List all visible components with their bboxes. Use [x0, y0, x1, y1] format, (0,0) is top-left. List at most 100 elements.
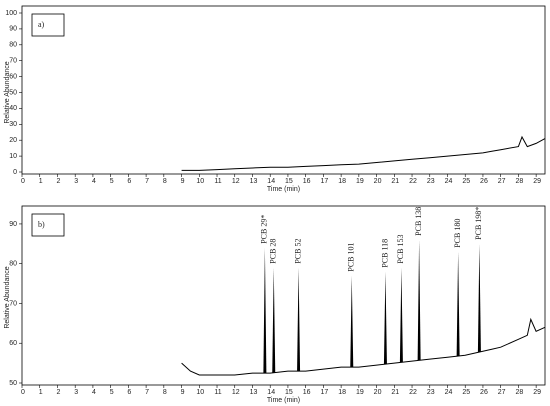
peak-label: PCB 138 — [414, 207, 423, 236]
y-tick-label: 80 — [9, 261, 17, 268]
x-tick-label: 8 — [163, 389, 167, 396]
trace — [181, 135, 546, 171]
x-tick-label: 17 — [320, 178, 328, 185]
x-tick-label: 16 — [303, 389, 311, 396]
y-tick-label: 70 — [9, 58, 17, 65]
peak-label: PCB 28 — [269, 239, 278, 264]
x-tick-label: 18 — [338, 389, 346, 396]
x-axis-label: Time (min) — [267, 186, 300, 193]
x-tick-label: 20 — [374, 178, 382, 185]
x-tick-label: 7 — [145, 178, 149, 185]
peak-label: PCB 101 — [347, 243, 356, 272]
x-tick-label: 17 — [320, 389, 328, 396]
y-axis-label: Relative Abundance — [4, 266, 11, 328]
peak-label: PCB 29* — [260, 215, 269, 244]
trace — [181, 317, 546, 376]
x-tick-label: 1 — [39, 389, 43, 396]
x-tick-label: 2 — [57, 389, 61, 396]
x-tick-label: 5 — [110, 389, 114, 396]
x-tick-label: 19 — [356, 389, 364, 396]
y-tick-label: 90 — [9, 221, 17, 228]
x-tick-label: 0 — [21, 178, 25, 185]
x-tick-label: 21 — [391, 178, 399, 185]
x-tick-label: 6 — [127, 178, 131, 185]
x-tick-label: 24 — [445, 389, 453, 396]
x-tick-label: 10 — [196, 178, 204, 185]
panel-label: b) — [38, 220, 45, 229]
y-axis-label: Relative Abundance — [4, 61, 11, 123]
panel-label-box — [31, 13, 65, 37]
panel-label: a) — [38, 20, 45, 29]
peak — [297, 267, 301, 372]
peak-label: PCB 180 — [453, 219, 462, 248]
x-tick-label: 6 — [127, 389, 131, 396]
x-tick-label: 3 — [74, 389, 78, 396]
x-tick-label: 29 — [533, 389, 541, 396]
x-tick-label: 18 — [338, 178, 346, 185]
x-tick-label: 27 — [498, 389, 506, 396]
x-tick-label: 13 — [250, 389, 258, 396]
x-tick-label: 25 — [462, 389, 470, 396]
x-tick-label: 8 — [163, 178, 167, 185]
x-tick-label: 4 — [92, 178, 96, 185]
x-tick-label: 28 — [516, 389, 524, 396]
peak-label: PCB 198* — [474, 207, 483, 240]
peak-label: PCB 52 — [293, 239, 302, 264]
y-tick-label: 80 — [9, 42, 17, 49]
x-tick-label: 10 — [196, 389, 204, 396]
x-tick-label: 26 — [480, 389, 488, 396]
x-tick-label: 26 — [480, 178, 488, 185]
y-tick-label: 60 — [9, 340, 17, 347]
peak — [417, 239, 421, 361]
x-tick-label: 21 — [391, 389, 399, 396]
x-tick-label: 22 — [409, 389, 417, 396]
x-tick-label: 28 — [516, 178, 524, 185]
y-tick-label: 100 — [5, 10, 17, 17]
x-axis-label: Time (min) — [267, 397, 300, 404]
peak — [350, 275, 354, 368]
y-tick-label: 50 — [9, 89, 17, 96]
x-tick-label: 20 — [374, 389, 382, 396]
panel-label-box — [31, 213, 65, 237]
x-tick-label: 12 — [232, 389, 240, 396]
x-tick-label: 4 — [92, 389, 96, 396]
y-tick-label: 50 — [9, 380, 17, 387]
x-tick-label: 15 — [285, 178, 293, 185]
x-tick-label: 27 — [498, 178, 506, 185]
peak — [456, 251, 460, 356]
peak — [399, 267, 403, 363]
y-tick-label: 10 — [9, 153, 17, 160]
x-tick-label: 11 — [214, 389, 221, 396]
peak — [477, 243, 481, 352]
x-tick-label: 16 — [303, 178, 311, 185]
x-tick-label: 23 — [427, 389, 435, 396]
x-tick-label: 14 — [267, 178, 275, 185]
x-tick-label: 1 — [39, 178, 43, 185]
x-tick-label: 24 — [445, 178, 453, 185]
peak-label: PCB 118 — [380, 239, 389, 268]
x-tick-label: 23 — [427, 178, 435, 185]
x-tick-label: 0 — [21, 389, 25, 396]
x-tick-label: 7 — [145, 389, 149, 396]
y-tick-label: 90 — [9, 26, 17, 33]
x-tick-label: 9 — [181, 389, 185, 396]
x-tick-label: 12 — [232, 178, 240, 185]
plot-frame — [21, 5, 546, 175]
peak — [263, 247, 267, 374]
y-tick-label: 30 — [9, 121, 17, 128]
y-tick-label: 60 — [9, 73, 17, 80]
y-tick-label: 40 — [9, 105, 17, 112]
peak-label: PCB 153 — [396, 235, 405, 264]
plot-frame — [21, 205, 546, 386]
x-tick-label: 25 — [462, 178, 470, 185]
x-tick-label: 19 — [356, 178, 364, 185]
y-tick-label: 0 — [13, 169, 17, 176]
y-tick-label: 20 — [9, 137, 17, 144]
x-tick-label: 22 — [409, 178, 417, 185]
x-tick-label: 15 — [285, 389, 293, 396]
x-tick-label: 29 — [533, 178, 541, 185]
x-tick-label: 11 — [214, 178, 221, 185]
